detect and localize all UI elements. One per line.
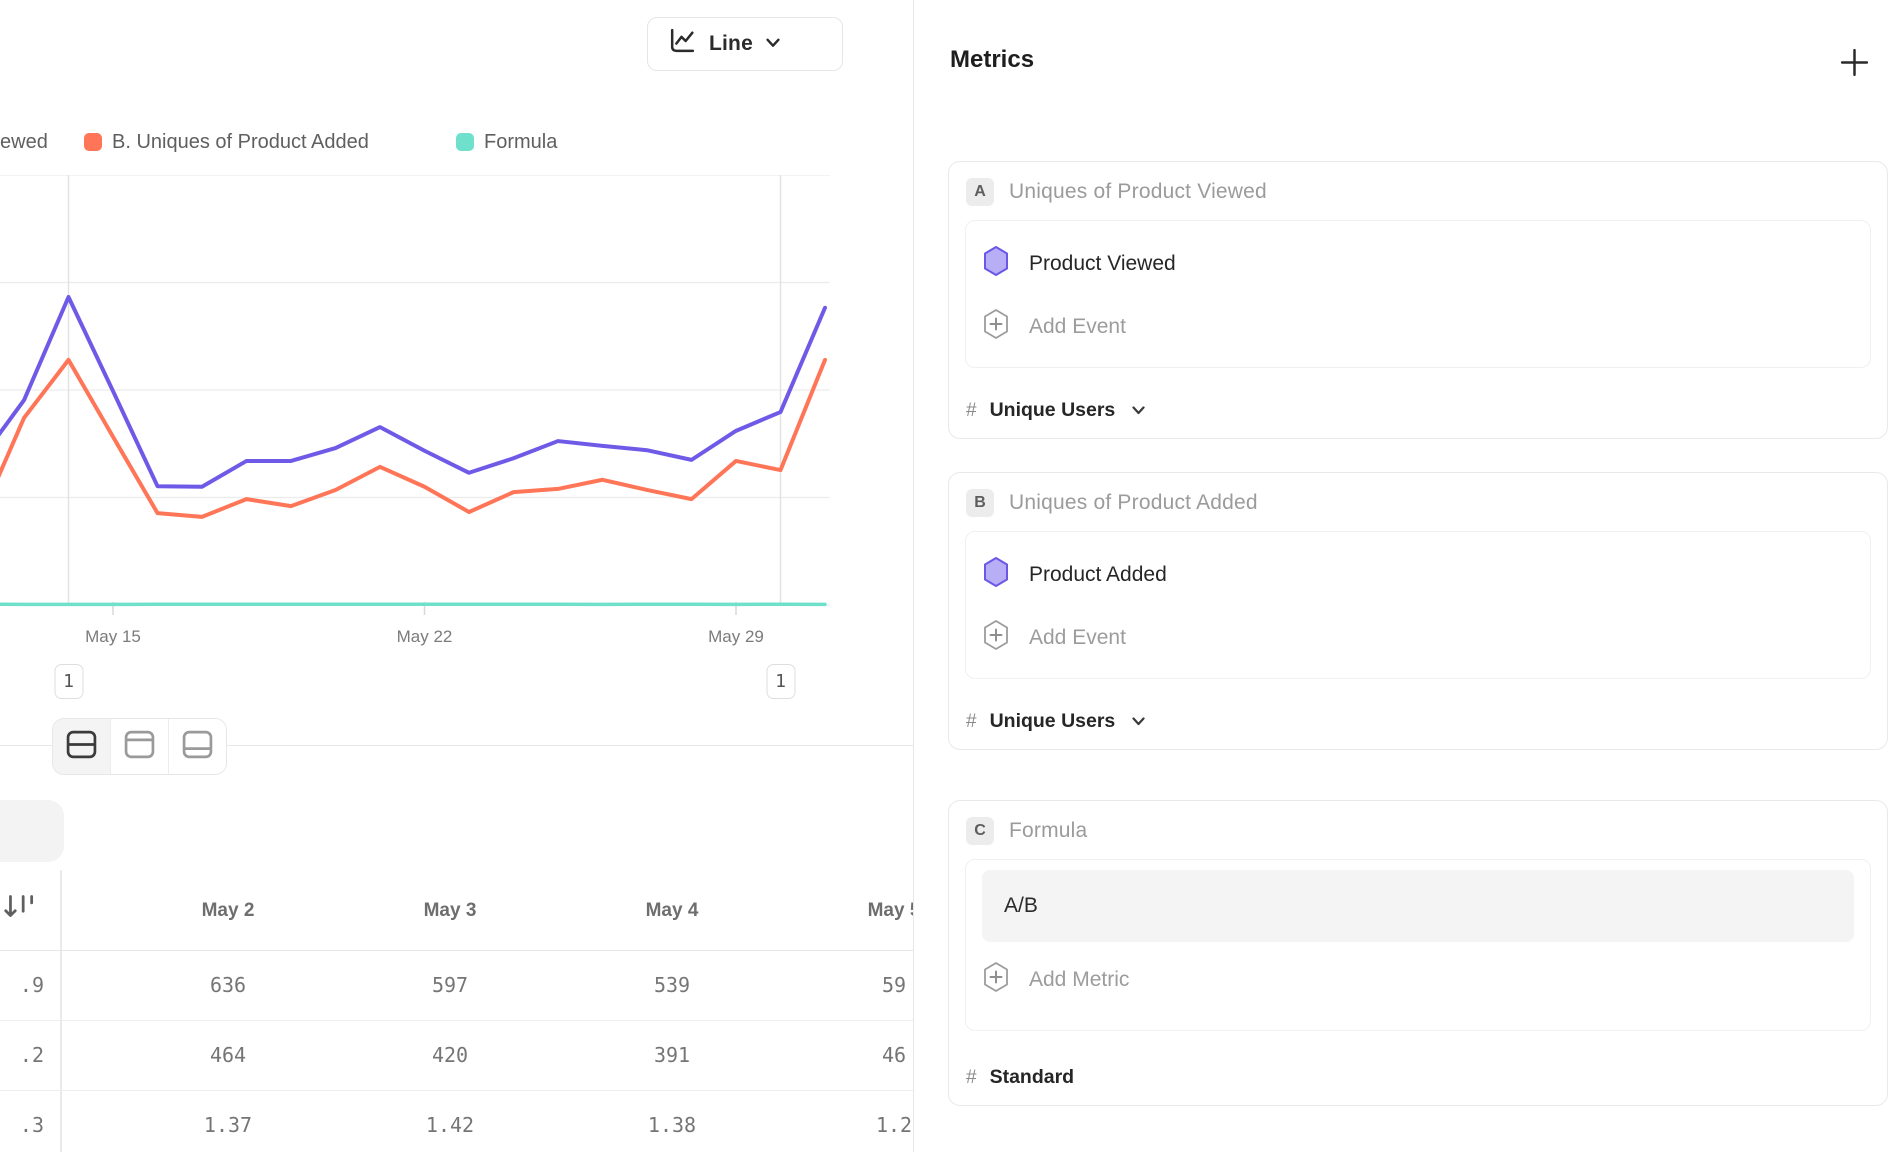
line-chart — [0, 175, 830, 615]
metric-card-body: Product Viewed Add Event — [965, 220, 1871, 368]
add-metric-plus-icon[interactable] — [1836, 44, 1872, 80]
table-cell: 391 — [653, 1043, 691, 1067]
layout-toggle — [52, 718, 227, 775]
row-label-truncated: .9 — [19, 973, 44, 997]
section-divider — [0, 745, 913, 746]
row-label-truncated: .3 — [19, 1113, 44, 1137]
chevron-down-icon — [766, 35, 780, 53]
table-cell: 1.2 — [875, 1113, 913, 1137]
legend-label: B. Uniques of Product Added — [112, 130, 369, 153]
x-axis-tick-label: May 29 — [708, 627, 764, 646]
row-label-truncated: .2 — [19, 1043, 44, 1067]
table-cell: 1.42 — [425, 1113, 475, 1137]
add-label: Add Metric — [1029, 968, 1130, 991]
measurement-label: Unique Users — [989, 399, 1116, 421]
table-cell: 46 — [881, 1043, 907, 1067]
frozen-column-divider — [60, 870, 62, 1152]
measurement-selector[interactable]: # Standard — [966, 1066, 1074, 1089]
metric-letter-badge: A — [966, 178, 994, 206]
measurement-label: Standard — [989, 1066, 1075, 1088]
hash-icon: # — [966, 710, 977, 732]
annotation-badge[interactable]: 1 — [54, 664, 83, 699]
table-cell: 420 — [431, 1043, 469, 1067]
legend-item[interactable]: Formula — [456, 129, 557, 155]
add-row[interactable]: Add Event — [982, 297, 1854, 357]
hash-icon: # — [966, 1066, 977, 1088]
hexagon-plus-icon — [982, 619, 1010, 657]
hexagon-icon — [982, 556, 1010, 594]
row-separator — [0, 1090, 913, 1091]
table-cell: 636 — [209, 973, 247, 997]
table-toolbar-button[interactable] — [0, 800, 64, 862]
column-header[interactable]: May 2 — [201, 900, 255, 921]
hexagon-plus-icon — [982, 308, 1010, 346]
metric-card-a: A Uniques of Product Viewed Product Viewed… — [948, 161, 1888, 439]
metric-card-body: Product Added Add Event — [965, 531, 1871, 679]
layout-option-chart-and-table[interactable] — [53, 719, 111, 774]
table-cell: 539 — [653, 973, 691, 997]
legend-label: ewed — [0, 130, 48, 153]
chevron-down-icon — [1132, 717, 1145, 726]
hash-icon: # — [966, 399, 977, 421]
metric-letter-badge: C — [966, 817, 994, 845]
chart-type-button[interactable]: Line — [647, 17, 843, 71]
metric-card-b: B Uniques of Product Added Product Added Ad… — [948, 472, 1888, 750]
event-row[interactable]: Product Viewed — [982, 231, 1854, 297]
table-cell: 464 — [209, 1043, 247, 1067]
metric-card-c: C Formula A/B Add Metric # Standard — [948, 800, 1888, 1106]
table-cell: 1.38 — [647, 1113, 697, 1137]
add-label: Add Event — [1029, 315, 1126, 338]
legend-item[interactable]: ewed — [0, 129, 48, 155]
line-chart-icon — [667, 27, 696, 61]
metric-letter-badge: B — [966, 489, 994, 517]
layout-split-icon — [66, 730, 97, 764]
row-separator — [0, 1020, 913, 1021]
metric-card-title: Uniques of Product Added — [1009, 491, 1258, 514]
layout-bottom-icon — [182, 730, 213, 764]
layout-option-chart-only[interactable] — [111, 719, 169, 774]
layout-option-table-only[interactable] — [169, 719, 226, 774]
add-label: Add Event — [1029, 626, 1126, 649]
hexagon-icon — [982, 245, 1010, 283]
legend-item[interactable]: B. Uniques of Product Added — [84, 129, 369, 155]
chevron-down-icon — [1132, 406, 1145, 415]
legend-swatch — [456, 133, 474, 151]
x-axis-tick-label: May 15 — [85, 627, 141, 646]
layout-top-icon — [124, 730, 155, 764]
event-row[interactable]: Product Added — [982, 542, 1854, 608]
measurement-selector[interactable]: # Unique Users — [966, 710, 1145, 733]
event-name: Product Added — [1029, 563, 1167, 586]
chart-type-label: Line — [709, 32, 753, 55]
measurement-label: Unique Users — [989, 710, 1116, 732]
sort-descending-icon[interactable] — [2, 888, 38, 929]
metric-card-title: Uniques of Product Viewed — [1009, 180, 1267, 203]
metric-card-body: A/B Add Metric — [965, 859, 1871, 1031]
x-axis-tick-label: May 22 — [396, 627, 453, 646]
data-table: May 2 May 3 May 4 May 5 .9 636 597 539 59 .2 464 4… — [0, 790, 913, 1152]
column-header[interactable]: May 3 — [423, 900, 477, 921]
add-row[interactable]: Add Event — [982, 608, 1854, 668]
legend-label: Formula — [484, 130, 558, 153]
panel-divider — [913, 0, 914, 1152]
metric-card-title: Formula — [1009, 819, 1088, 842]
metrics-panel-title: Metrics — [950, 46, 1035, 73]
table-cell: 59 — [881, 973, 907, 997]
annotation-badge[interactable]: 1 — [766, 664, 795, 699]
column-header[interactable]: May 5 — [867, 900, 913, 921]
event-name: Product Viewed — [1029, 252, 1176, 275]
table-header-border — [0, 950, 913, 951]
table-cell: 597 — [431, 973, 469, 997]
table-cell: 1.37 — [203, 1113, 253, 1137]
column-header[interactable]: May 4 — [645, 900, 699, 921]
measurement-selector[interactable]: # Unique Users — [966, 399, 1145, 422]
hexagon-plus-icon — [982, 961, 1010, 999]
legend-swatch — [84, 133, 102, 151]
formula-input[interactable]: A/B — [982, 870, 1854, 942]
add-row[interactable]: Add Metric — [982, 950, 1854, 1010]
formula-value: A/B — [1004, 894, 1038, 917]
